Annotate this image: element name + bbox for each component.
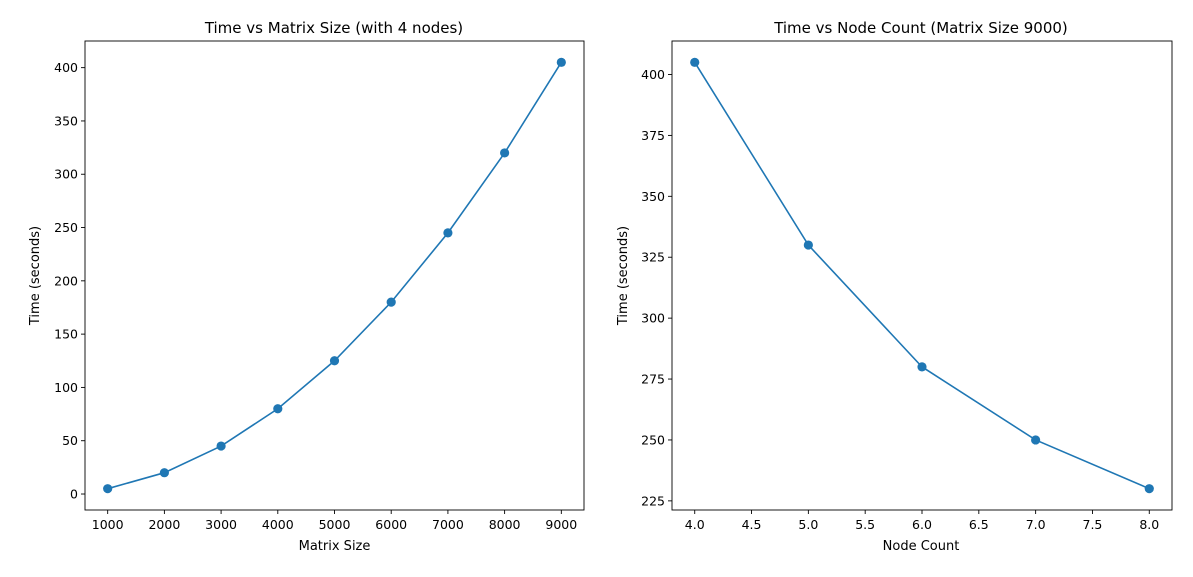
x-tick-label: 5.5: [855, 517, 875, 532]
y-tick-label: 350: [641, 189, 665, 204]
plot-area: [103, 57, 566, 494]
data-point: [159, 468, 169, 478]
series-line: [107, 61, 562, 490]
y-tick-label: 250: [54, 220, 78, 235]
x-tick-label: 6.5: [969, 517, 989, 532]
x-tick-label: 6.0: [912, 517, 932, 532]
y-tick-label: 50: [62, 433, 78, 448]
data-point: [556, 57, 566, 67]
data-point: [103, 484, 113, 494]
y-tick-label: 225: [641, 493, 665, 508]
axes-frame: [84, 40, 585, 511]
data-point: [500, 148, 510, 158]
data-point: [216, 441, 226, 451]
data-point: [329, 356, 340, 366]
y-tick-label: 275: [641, 372, 665, 387]
y-tick-label: 400: [641, 67, 665, 82]
data-point: [386, 297, 396, 307]
y-tick-label: 150: [54, 327, 78, 342]
x-tick-label: 7000: [432, 517, 464, 532]
data-point: [443, 228, 453, 238]
y-tick-label: 250: [641, 432, 665, 447]
x-tick-label: 8000: [489, 517, 521, 532]
data-point: [917, 362, 927, 372]
x-tick-label: 7.5: [1083, 517, 1103, 532]
y-tick-label: 400: [54, 60, 78, 75]
y-axis-label: Time (seconds): [28, 226, 43, 326]
x-tick-label: 6000: [375, 517, 407, 532]
tick-group: 1000 2000 3000 4000 5000 6000 7000 8000 9000 0 50 1…: [54, 60, 577, 532]
x-tick-label: 1000: [92, 517, 124, 532]
x-axis-label: Matrix Size: [299, 539, 371, 554]
x-tick-label: 3000: [205, 517, 237, 532]
x-tick-label: 7.0: [1026, 517, 1046, 532]
x-tick-label: 2000: [148, 517, 180, 532]
plot-area: [690, 57, 1154, 494]
y-tick-label: 100: [54, 380, 78, 395]
x-axis-label: Node Count: [883, 539, 960, 554]
axes-frame: [671, 40, 1173, 511]
chart-title: Time vs Matrix Size (with 4 nodes): [204, 19, 463, 37]
y-tick-label: 300: [641, 311, 665, 326]
data-point: [1031, 435, 1041, 445]
data-point: [1144, 484, 1154, 494]
x-tick-label: 4.5: [742, 517, 762, 532]
chart-node-count: Time vs Node Count (Matrix Size 9000) 4.…: [616, 19, 1173, 554]
x-tick-label: 9000: [545, 517, 577, 532]
y-tick-label: 300: [54, 167, 78, 182]
series-line: [694, 61, 1150, 490]
tick-group: 4.0 4.5 5.0 5.5 6.0 6.5 7.0 7.5 8.0 225 250 275 300 3…: [641, 67, 1159, 532]
y-tick-label: 325: [641, 250, 665, 265]
data-point: [273, 404, 283, 414]
y-tick-label: 375: [641, 128, 665, 143]
x-tick-label: 8.0: [1139, 517, 1159, 532]
x-tick-label: 4.0: [685, 517, 705, 532]
x-tick-label: 5.0: [798, 517, 818, 532]
y-axis-label: Time (seconds): [616, 226, 631, 326]
y-tick-label: 0: [70, 487, 78, 502]
y-tick-label: 350: [54, 113, 78, 128]
data-point: [803, 240, 813, 250]
data-point: [690, 57, 700, 67]
x-tick-label: 5000: [319, 517, 351, 532]
y-tick-label: 200: [54, 273, 78, 288]
x-tick-label: 4000: [262, 517, 294, 532]
chart-matrix-size: Time vs Matrix Size (with 4 nodes) 1000 2…: [28, 19, 585, 554]
chart-title: Time vs Node Count (Matrix Size 9000): [773, 19, 1068, 37]
